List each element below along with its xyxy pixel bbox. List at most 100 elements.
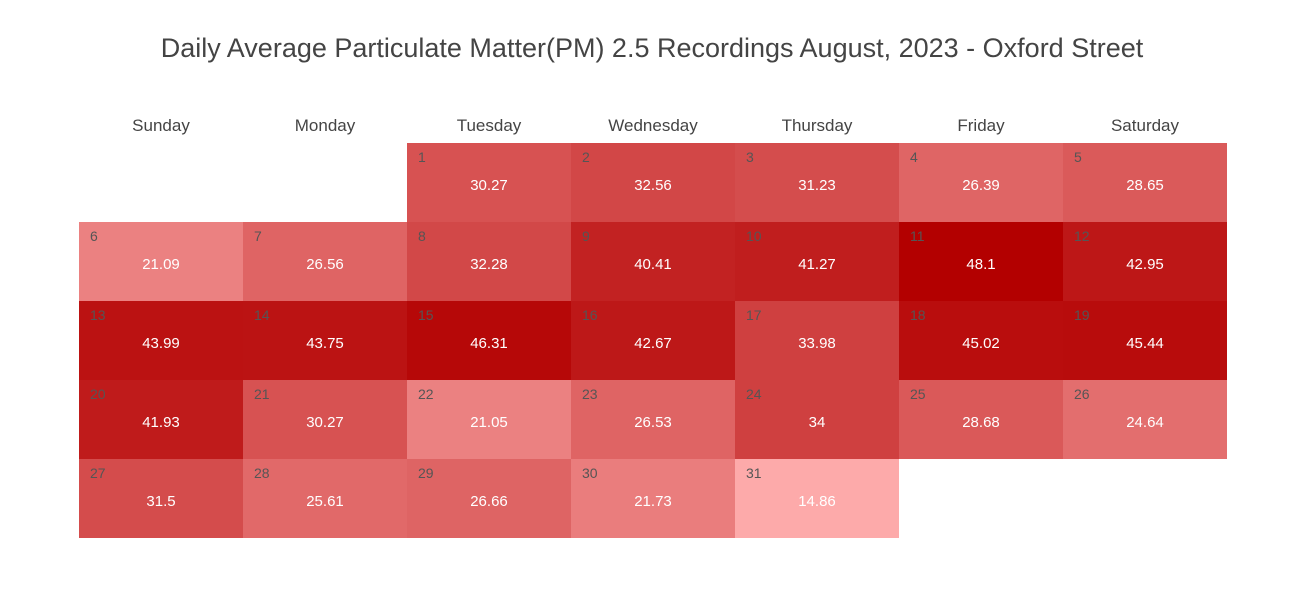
weekday-header-row: Sunday Monday Tuesday Wednesday Thursday Frid… <box>79 116 1227 136</box>
value-label: 25.61 <box>306 493 344 510</box>
heatmap-cell: 17 33.98 <box>735 301 899 380</box>
value-label: 45.02 <box>962 335 1000 352</box>
value-label: 21.73 <box>634 493 672 510</box>
day-number-label: 12 <box>1074 228 1090 244</box>
day-number-label: 19 <box>1074 307 1090 323</box>
heatmap-cell: 30 21.73 <box>571 459 735 538</box>
value-label: 34 <box>808 414 826 431</box>
value-label: 41.27 <box>798 256 836 273</box>
day-number-label: 1 <box>418 149 426 165</box>
value-label: 31.5 <box>146 493 176 510</box>
value-label: 28.68 <box>962 414 1000 431</box>
day-number-label: 23 <box>582 386 598 402</box>
value-label: 45.44 <box>1126 335 1164 352</box>
value-label: 31.23 <box>798 177 836 194</box>
day-number-label: 28 <box>254 465 270 481</box>
heatmap-cell: 15 46.31 <box>407 301 571 380</box>
day-number-label: 9 <box>582 228 590 244</box>
value-label: 33.98 <box>798 335 836 352</box>
weekday-label-sunday: Sunday <box>132 116 190 135</box>
heatmap-cell: 23 26.53 <box>571 380 735 459</box>
heatmap-cell: 14 43.75 <box>243 301 407 380</box>
weekday-label-thursday: Thursday <box>781 116 853 135</box>
heatmap-cell: 22 21.05 <box>407 380 571 459</box>
value-label: 46.31 <box>470 335 508 352</box>
day-number-label: 4 <box>910 149 918 165</box>
day-number-label: 6 <box>90 228 98 244</box>
value-label: 24.64 <box>1126 414 1164 431</box>
day-number-label: 11 <box>910 228 925 244</box>
heatmap-cell: 19 45.44 <box>1063 301 1227 380</box>
day-number-label: 13 <box>90 307 106 323</box>
value-label: 26.56 <box>306 256 344 273</box>
heatmap-cell: 24 34 <box>735 380 899 459</box>
value-label: 21.05 <box>470 414 508 431</box>
value-label: 26.53 <box>634 414 672 431</box>
day-number-label: 21 <box>254 386 270 402</box>
weekday-label-tuesday: Tuesday <box>456 116 522 135</box>
value-label: 41.93 <box>142 414 180 431</box>
heatmap-cell: 16 42.67 <box>571 301 735 380</box>
day-number-label: 31 <box>746 465 762 481</box>
day-number-label: 2 <box>582 149 590 165</box>
day-number-label: 26 <box>1074 386 1090 402</box>
weekday-label-monday: Monday <box>294 116 356 135</box>
value-label: 21.09 <box>142 256 180 273</box>
calendar-heatmap: 1 30.27 2 32.56 3 31.23 4 26.39 5 28.65 6 21.09 7 26.… <box>79 143 1227 538</box>
heatmap-cell: 8 32.28 <box>407 222 571 301</box>
value-label: 48.1 <box>966 256 996 273</box>
day-number-label: 14 <box>254 307 270 323</box>
value-label: 43.99 <box>142 335 180 352</box>
value-label: 28.65 <box>1126 177 1164 194</box>
heatmap-cell: 26 24.64 <box>1063 380 1227 459</box>
value-label: 32.56 <box>634 177 672 194</box>
value-label: 42.67 <box>634 335 672 352</box>
value-label: 26.66 <box>470 493 508 510</box>
value-label: 42.95 <box>1126 256 1164 273</box>
heatmap-cell: 7 26.56 <box>243 222 407 301</box>
day-number-label: 7 <box>254 228 262 244</box>
heatmap-cell: 31 14.86 <box>735 459 899 538</box>
day-number-label: 10 <box>746 228 762 244</box>
day-number-label: 5 <box>1074 149 1082 165</box>
day-number-label: 27 <box>90 465 106 481</box>
value-label: 40.41 <box>634 256 672 273</box>
heatmap-cell: 10 41.27 <box>735 222 899 301</box>
day-number-label: 24 <box>746 386 762 402</box>
heatmap-cell: 18 45.02 <box>899 301 1063 380</box>
day-number-label: 15 <box>418 307 434 323</box>
day-number-label: 25 <box>910 386 926 402</box>
day-number-label: 29 <box>418 465 434 481</box>
weekday-label-saturday: Saturday <box>1110 116 1180 135</box>
heatmap-cell: 4 26.39 <box>899 143 1063 222</box>
day-number-label: 16 <box>582 307 598 323</box>
heatmap-cell: 9 40.41 <box>571 222 735 301</box>
heatmap-cell: 28 25.61 <box>243 459 407 538</box>
value-label: 26.39 <box>962 177 1000 194</box>
heatmap-cell: 12 42.95 <box>1063 222 1227 301</box>
heatmap-cell: 2 32.56 <box>571 143 735 222</box>
value-label: 30.27 <box>470 177 508 194</box>
day-number-label: 22 <box>418 386 434 402</box>
heatmap-cell: 21 30.27 <box>243 380 407 459</box>
heatmap-cell: 1 30.27 <box>407 143 571 222</box>
heatmap-cell: 3 31.23 <box>735 143 899 222</box>
weekday-label-wednesday: Wednesday <box>608 116 698 135</box>
day-number-label: 3 <box>746 149 754 165</box>
heatmap-cell: 20 41.93 <box>79 380 243 459</box>
heatmap-cell: 29 26.66 <box>407 459 571 538</box>
value-label: 32.28 <box>470 256 508 273</box>
day-number-label: 20 <box>90 386 106 402</box>
value-label: 14.86 <box>798 493 836 510</box>
day-number-label: 30 <box>582 465 598 481</box>
chart-title: Daily Average Particulate Matter(PM) 2.5… <box>160 33 1144 63</box>
value-label: 30.27 <box>306 414 344 431</box>
heatmap-cell: 6 21.09 <box>79 222 243 301</box>
value-label: 43.75 <box>306 335 344 352</box>
day-number-label: 8 <box>418 228 426 244</box>
weekday-label-friday: Friday <box>957 116 1005 135</box>
heatmap-cell: 11 48.1 <box>899 222 1063 301</box>
day-number-label: 17 <box>746 307 762 323</box>
heatmap-cell: 13 43.99 <box>79 301 243 380</box>
heatmap-cell: 25 28.68 <box>899 380 1063 459</box>
